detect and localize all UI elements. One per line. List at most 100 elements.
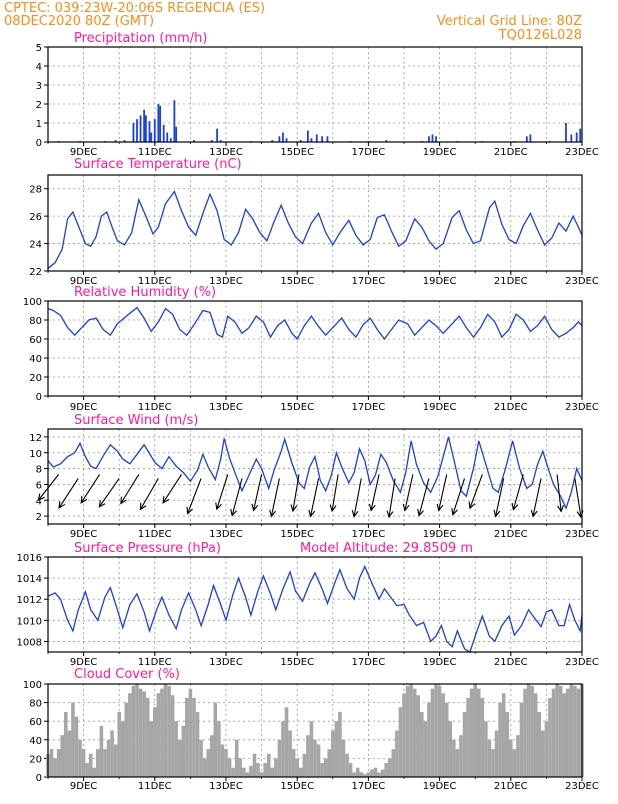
wind-arrow-head bbox=[417, 508, 424, 517]
x-tick-label: 15DEC bbox=[280, 529, 314, 540]
cloud-bar bbox=[484, 721, 488, 777]
cloud-bar bbox=[110, 730, 114, 777]
cloud-bar bbox=[270, 767, 275, 777]
x-tick-label: 23DEC bbox=[565, 147, 599, 158]
wind-arrow bbox=[370, 474, 380, 511]
cloud-bar bbox=[448, 721, 453, 777]
wind-arrow bbox=[574, 478, 582, 518]
x-tick-label: 9DEC bbox=[70, 529, 97, 540]
cloud-bar bbox=[142, 691, 146, 777]
cloud-bar bbox=[423, 721, 428, 777]
wind-arrow bbox=[452, 478, 466, 515]
precip-bar bbox=[285, 138, 288, 142]
precip-bar bbox=[132, 123, 135, 142]
y-tick-label: 20 bbox=[29, 754, 42, 765]
cloud-bar bbox=[281, 721, 285, 777]
cloud-bar bbox=[452, 739, 456, 777]
cloud-bar bbox=[209, 735, 214, 777]
y-tick-label: 2 bbox=[36, 512, 42, 523]
cloud-bar bbox=[434, 684, 438, 777]
x-tick-label: 23DEC bbox=[565, 402, 599, 413]
cloud-bar bbox=[135, 684, 139, 777]
cloud-bar bbox=[156, 693, 161, 777]
x-tick-label: 21DEC bbox=[494, 147, 528, 158]
cloud-bar bbox=[242, 767, 246, 777]
x-tick-label: 11DEC bbox=[138, 147, 172, 158]
cloud-bar bbox=[455, 749, 460, 777]
cloud-bar bbox=[476, 688, 481, 777]
precip-bar bbox=[210, 140, 213, 142]
cloud-bar bbox=[409, 684, 413, 777]
cloud-bar bbox=[537, 711, 542, 777]
precip-bar bbox=[216, 128, 218, 142]
panel-frame bbox=[47, 556, 583, 653]
cloud-bar bbox=[298, 767, 303, 777]
y-tick-label: 1012 bbox=[17, 595, 42, 606]
wind-arrow-head bbox=[251, 503, 259, 512]
wind-arrow bbox=[532, 478, 542, 517]
wind-arrow bbox=[310, 478, 320, 517]
cloud-bar bbox=[174, 721, 178, 777]
cloud-bar bbox=[78, 739, 82, 777]
cloud-bar bbox=[96, 749, 100, 777]
cloud-bar bbox=[345, 753, 349, 777]
precip-bar bbox=[431, 134, 434, 142]
y-tick-label: 4 bbox=[36, 496, 42, 507]
panel-3: Relative Humidity (%) 0 20 40 60 80 100 9DEC 11D… bbox=[23, 285, 599, 413]
panel-title: Cloud Cover (%) bbox=[74, 667, 180, 682]
wind-arrow bbox=[556, 474, 562, 512]
precip-bar bbox=[565, 123, 567, 142]
x-tick-label: 19DEC bbox=[423, 657, 457, 668]
wind-arrow bbox=[216, 474, 229, 510]
y-tick-label: 28 bbox=[29, 185, 42, 196]
cloud-bar bbox=[85, 763, 89, 777]
cloud-bar bbox=[266, 753, 271, 777]
y-tick-label: 1014 bbox=[17, 574, 42, 585]
cloud-bar bbox=[387, 758, 392, 777]
precip-bar bbox=[299, 140, 302, 142]
y-tick-label: 40 bbox=[29, 354, 42, 365]
cloud-bar bbox=[348, 763, 353, 777]
cloud-bar bbox=[67, 730, 72, 777]
cloud-bar bbox=[370, 769, 374, 777]
precip-bar bbox=[271, 140, 274, 142]
cloud-bar bbox=[64, 711, 68, 777]
x-tick-label: 9DEC bbox=[70, 781, 97, 792]
cloud-bar bbox=[60, 735, 65, 777]
cloud-bar bbox=[505, 711, 510, 777]
precip-bar bbox=[529, 134, 532, 142]
cloud-bar bbox=[466, 697, 470, 777]
cloud-bar bbox=[99, 725, 104, 777]
wind-arrow-head bbox=[58, 501, 66, 509]
cloud-bar bbox=[391, 749, 396, 777]
series-line bbox=[47, 190, 583, 269]
cloud-bar bbox=[199, 739, 203, 777]
precip-bar bbox=[157, 104, 160, 142]
x-tick-label: 11DEC bbox=[138, 657, 172, 668]
x-tick-label: 21DEC bbox=[494, 657, 528, 668]
cloud-bar bbox=[263, 763, 267, 777]
y-tick-label: 100 bbox=[23, 297, 42, 308]
cloud-bar bbox=[231, 767, 235, 777]
cloud-bar bbox=[327, 749, 332, 777]
wind-arrow-head bbox=[290, 504, 298, 513]
cloud-bar bbox=[498, 702, 502, 777]
wind-arrow bbox=[120, 474, 140, 504]
cloud-bar bbox=[373, 767, 378, 777]
x-tick-label: 19DEC bbox=[423, 147, 457, 158]
cloud-bar bbox=[530, 685, 534, 777]
cloud-bar bbox=[160, 688, 164, 777]
wind-arrow bbox=[253, 474, 263, 511]
cloud-bar bbox=[548, 697, 552, 777]
precip-bar bbox=[162, 124, 165, 142]
wind-arrow bbox=[231, 478, 243, 516]
y-tick-label: 6 bbox=[36, 480, 42, 491]
panel-title: Surface Wind (m/s) bbox=[74, 413, 198, 428]
cloud-bar bbox=[402, 693, 406, 777]
x-tick-label: 23DEC bbox=[565, 276, 599, 287]
cloud-bar bbox=[202, 758, 207, 777]
header-grid-line: Vertical Grid Line: 80Z bbox=[437, 14, 582, 29]
cloud-bar bbox=[516, 735, 520, 777]
cloud-bar bbox=[555, 684, 559, 777]
